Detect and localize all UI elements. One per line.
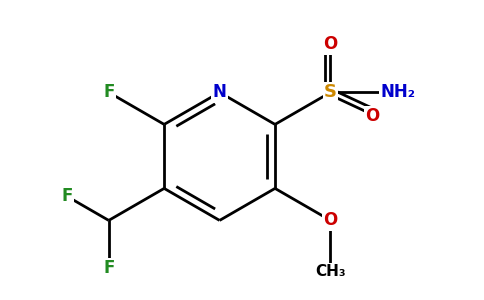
Text: F: F — [61, 188, 73, 206]
Text: F: F — [103, 83, 114, 101]
Text: NH₂: NH₂ — [380, 83, 415, 101]
Text: O: O — [323, 212, 337, 230]
Text: CH₃: CH₃ — [315, 264, 346, 279]
Text: O: O — [365, 107, 379, 125]
Text: F: F — [103, 260, 114, 278]
Text: S: S — [324, 83, 337, 101]
Text: N: N — [212, 83, 227, 101]
Text: O: O — [323, 35, 337, 53]
